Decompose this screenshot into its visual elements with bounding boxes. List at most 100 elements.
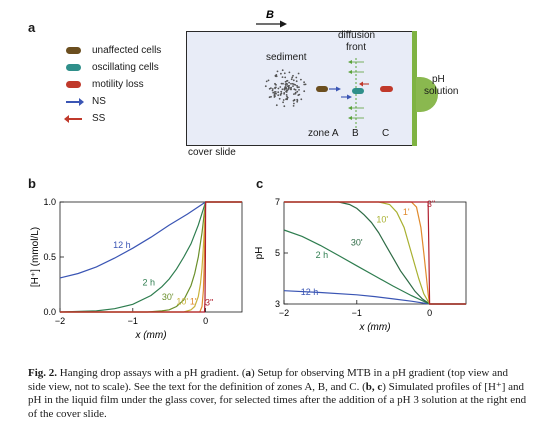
sediment-dot	[288, 84, 290, 87]
sediment-dot	[298, 89, 300, 91]
legend-label: SS	[92, 113, 106, 124]
series-line	[59, 201, 242, 279]
sediment-dot	[283, 72, 286, 75]
caption-t1: Hanging drop assays with a pH gradient. …	[57, 367, 246, 379]
sediment-dot	[296, 86, 299, 89]
x-axis-label: x (mm)	[134, 330, 166, 341]
ns-arrowhead-b	[347, 94, 352, 100]
sediment-dot	[288, 81, 290, 84]
sediment-dot	[268, 96, 271, 99]
sediment-dot	[292, 74, 294, 77]
zone-a-label: zone A	[308, 128, 339, 139]
y-tick-label: 3	[275, 299, 280, 309]
panel-a-drawing: B	[256, 9, 393, 128]
oscillating-cell	[352, 88, 364, 94]
unaffected-cell	[316, 86, 328, 92]
sediment-dot	[285, 91, 288, 93]
sediment-dot	[264, 85, 267, 88]
series-line	[284, 201, 466, 305]
sediment-dot	[285, 85, 287, 87]
diffusion-arrowhead	[348, 70, 352, 74]
y-axis-label: [H⁺] (mmol/L)	[30, 227, 41, 287]
ph-solution-drop	[416, 77, 438, 112]
diffusion-arrowhead	[348, 106, 352, 110]
sediment-dot	[303, 83, 306, 86]
sediment-dot	[280, 82, 283, 85]
chart-c: −2 −1 0 3 5 7 x (mm) pH 12 h 2 h 30' 10' 1' 3''	[254, 197, 467, 333]
ph-label-1: pH	[432, 74, 445, 85]
legend-cell-swatch	[66, 64, 81, 71]
series-label: 1'	[403, 207, 410, 217]
legend-cell-swatch	[66, 47, 81, 54]
cover-slide-top-view	[186, 31, 415, 146]
sediment-dot	[265, 80, 268, 83]
x-tick-label: −2	[279, 308, 289, 318]
panel-a-label: a	[28, 20, 36, 35]
sediment-dot	[284, 83, 287, 86]
caption-bc: b, c	[365, 380, 383, 393]
sediment-dot	[281, 69, 284, 72]
y-axis-label: pH	[254, 247, 265, 260]
sediment-dot	[295, 80, 298, 83]
series-label: 10'	[176, 296, 188, 306]
series-label: 3''	[205, 297, 214, 307]
sediment-dot	[275, 86, 277, 89]
sediment-dot	[284, 76, 287, 79]
series-line	[283, 229, 466, 305]
series-label: 30'	[351, 237, 363, 247]
sediment-dot	[297, 72, 300, 75]
legend-symbol	[66, 47, 88, 54]
y-tick-label: 7	[275, 197, 280, 207]
legend-label: oscillating cells	[92, 62, 159, 73]
sediment-dot	[300, 78, 302, 81]
sediment-dot	[275, 104, 278, 107]
sediment-dots	[264, 69, 307, 108]
sediment-dot	[298, 86, 300, 89]
sediment-dot	[284, 80, 287, 83]
sediment-dot	[291, 82, 294, 85]
y-tick-label: 0.5	[43, 252, 56, 262]
legend-symbol	[64, 114, 88, 123]
legend-item: unaffected cells	[66, 42, 161, 59]
x-tick-label: 0	[427, 308, 432, 318]
sediment-dot	[273, 91, 276, 93]
chart-b: −2 −1 0 0.0 0.5 1.0 x (mm) [H⁺] (mmol/L) 12 h 2 h…	[30, 197, 243, 341]
sediment-dot	[285, 89, 288, 92]
sediment-dot	[286, 95, 288, 98]
sediment-dot	[274, 92, 276, 95]
sediment-dot	[280, 90, 283, 93]
sediment-dot	[296, 99, 299, 102]
caption-t2: ) Setup for observing MTB in a pH gradie…	[28, 367, 508, 393]
diffusion-arrowhead	[348, 60, 352, 64]
series-label: 10'	[376, 214, 388, 224]
cover-slide-label: cover slide	[188, 147, 236, 158]
field-label: B	[266, 9, 274, 21]
legend-item: motility loss	[66, 76, 161, 93]
y-tick-label: 5	[275, 248, 280, 258]
x-axis-label: x (mm)	[358, 322, 390, 333]
sediment-dot	[285, 98, 287, 101]
legend-symbol	[66, 97, 88, 106]
sediment-dot	[292, 99, 295, 102]
legend-symbol	[66, 64, 88, 71]
legend-item: oscillating cells	[66, 59, 161, 76]
x-tick-label: −1	[352, 308, 362, 318]
sediment-dot	[271, 89, 274, 92]
sediment-dot	[280, 72, 282, 75]
sediment-dot	[274, 83, 277, 86]
sediment-dot	[284, 86, 286, 89]
sediment-dot	[282, 82, 284, 85]
series-label: 12 h	[301, 287, 319, 297]
ss-arrowhead-b	[359, 81, 363, 87]
x-tick-label: 0	[203, 316, 208, 326]
diffusion-arrowhead	[348, 116, 352, 120]
sediment-dot	[268, 87, 271, 90]
sediment-dot	[290, 78, 293, 81]
series-line	[60, 201, 242, 313]
sediment-dot	[282, 99, 285, 101]
sediment-dot	[283, 92, 286, 94]
sediment-dot	[294, 84, 297, 86]
sediment-dot	[282, 101, 284, 104]
series-line	[60, 201, 242, 313]
sediment-dot	[287, 88, 290, 90]
